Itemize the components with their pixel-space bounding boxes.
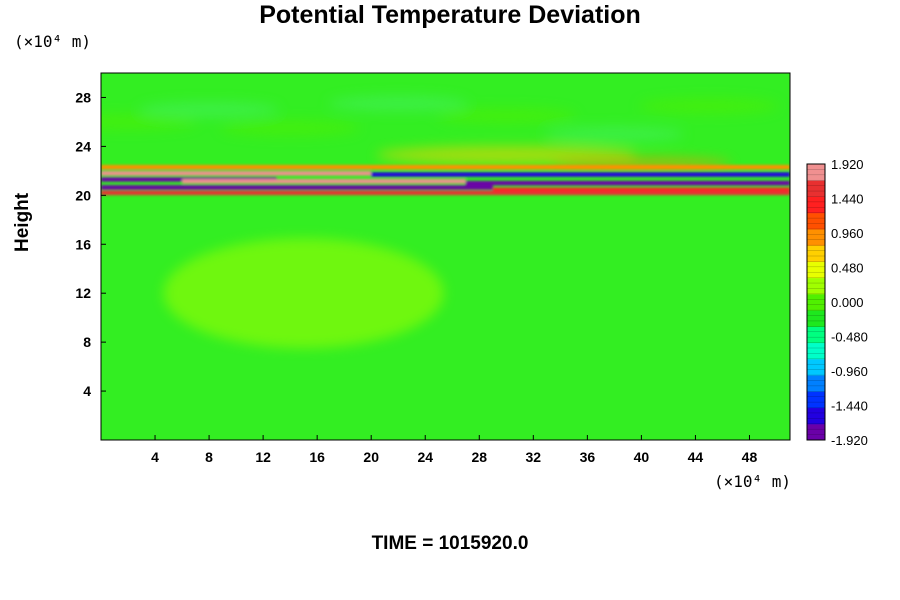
x-tick-label: 36 xyxy=(580,449,596,465)
chart-title: Potential Temperature Deviation xyxy=(259,1,641,29)
anomaly-strip xyxy=(101,171,372,176)
colorbar-label: 0.000 xyxy=(831,295,864,310)
x-tick-label: 24 xyxy=(417,449,433,465)
colorbar-swatch xyxy=(807,245,825,262)
colorbar-swatch xyxy=(807,196,825,214)
colorbar-swatch xyxy=(807,293,825,311)
x-tick-label: 12 xyxy=(255,449,271,465)
colorbar-swatch xyxy=(807,277,825,295)
colorbar-swatch xyxy=(807,375,825,392)
y-tick-label: 12 xyxy=(75,285,91,301)
anomaly-strip xyxy=(101,185,493,190)
colorbar-label: -1.920 xyxy=(831,433,868,448)
colorbar-swatch xyxy=(807,391,825,409)
colorbar-label: -0.960 xyxy=(831,364,868,379)
y-tick-label: 20 xyxy=(75,187,91,203)
colorbar-label: 0.480 xyxy=(831,261,864,276)
x-tick-label: 44 xyxy=(688,449,704,465)
y-axis-unit: (×10⁴ m) xyxy=(14,32,92,51)
colorbar-label: 1.920 xyxy=(831,157,864,172)
y-tick-label: 24 xyxy=(75,138,91,154)
anomaly-strip xyxy=(182,179,466,184)
colorbar-swatch xyxy=(807,228,825,246)
colorbar-swatch xyxy=(807,358,825,376)
colorbar-swatch xyxy=(807,180,825,197)
colorbar-label: 1.440 xyxy=(831,192,864,207)
colorbar-swatch xyxy=(807,326,825,344)
x-tick-label: 8 xyxy=(205,449,213,465)
y-tick-label: 28 xyxy=(75,89,91,105)
time-footer: TIME = 1015920.0 xyxy=(371,533,529,554)
colorbar-swatch xyxy=(807,423,825,441)
colorbar-label: -1.440 xyxy=(831,399,868,414)
anomaly-strip xyxy=(492,187,790,193)
x-tick-label: 20 xyxy=(363,449,379,465)
x-tick-label: 40 xyxy=(634,449,650,465)
anomaly-band xyxy=(101,164,790,196)
colorbar-swatch xyxy=(807,342,825,360)
x-tick-label: 32 xyxy=(526,449,542,465)
x-tick-label: 48 xyxy=(742,449,758,465)
colorbar-swatch xyxy=(807,212,825,230)
anomaly-strip xyxy=(371,172,790,177)
colorbar-swatch xyxy=(807,310,825,327)
x-axis-unit: (×10⁴ m) xyxy=(714,472,792,491)
anomaly-strip xyxy=(465,180,790,186)
colorbar-swatch xyxy=(807,407,825,425)
anomaly-strip xyxy=(101,190,790,196)
anomaly-strip xyxy=(101,164,790,170)
colorbar-label: -0.480 xyxy=(831,330,868,345)
colorbar-label: 0.960 xyxy=(831,226,864,241)
y-tick-label: 16 xyxy=(75,236,91,252)
colorbar-swatch xyxy=(807,164,825,181)
x-tick-label: 28 xyxy=(471,449,487,465)
x-tick-label: 4 xyxy=(151,449,159,465)
plot-frame xyxy=(100,72,791,441)
x-tick-label: 16 xyxy=(309,449,325,465)
colorbar-frame xyxy=(806,163,826,441)
y-tick-label: 4 xyxy=(83,383,91,399)
y-tick-label: 8 xyxy=(83,334,91,350)
colorbar-swatch xyxy=(807,261,825,279)
